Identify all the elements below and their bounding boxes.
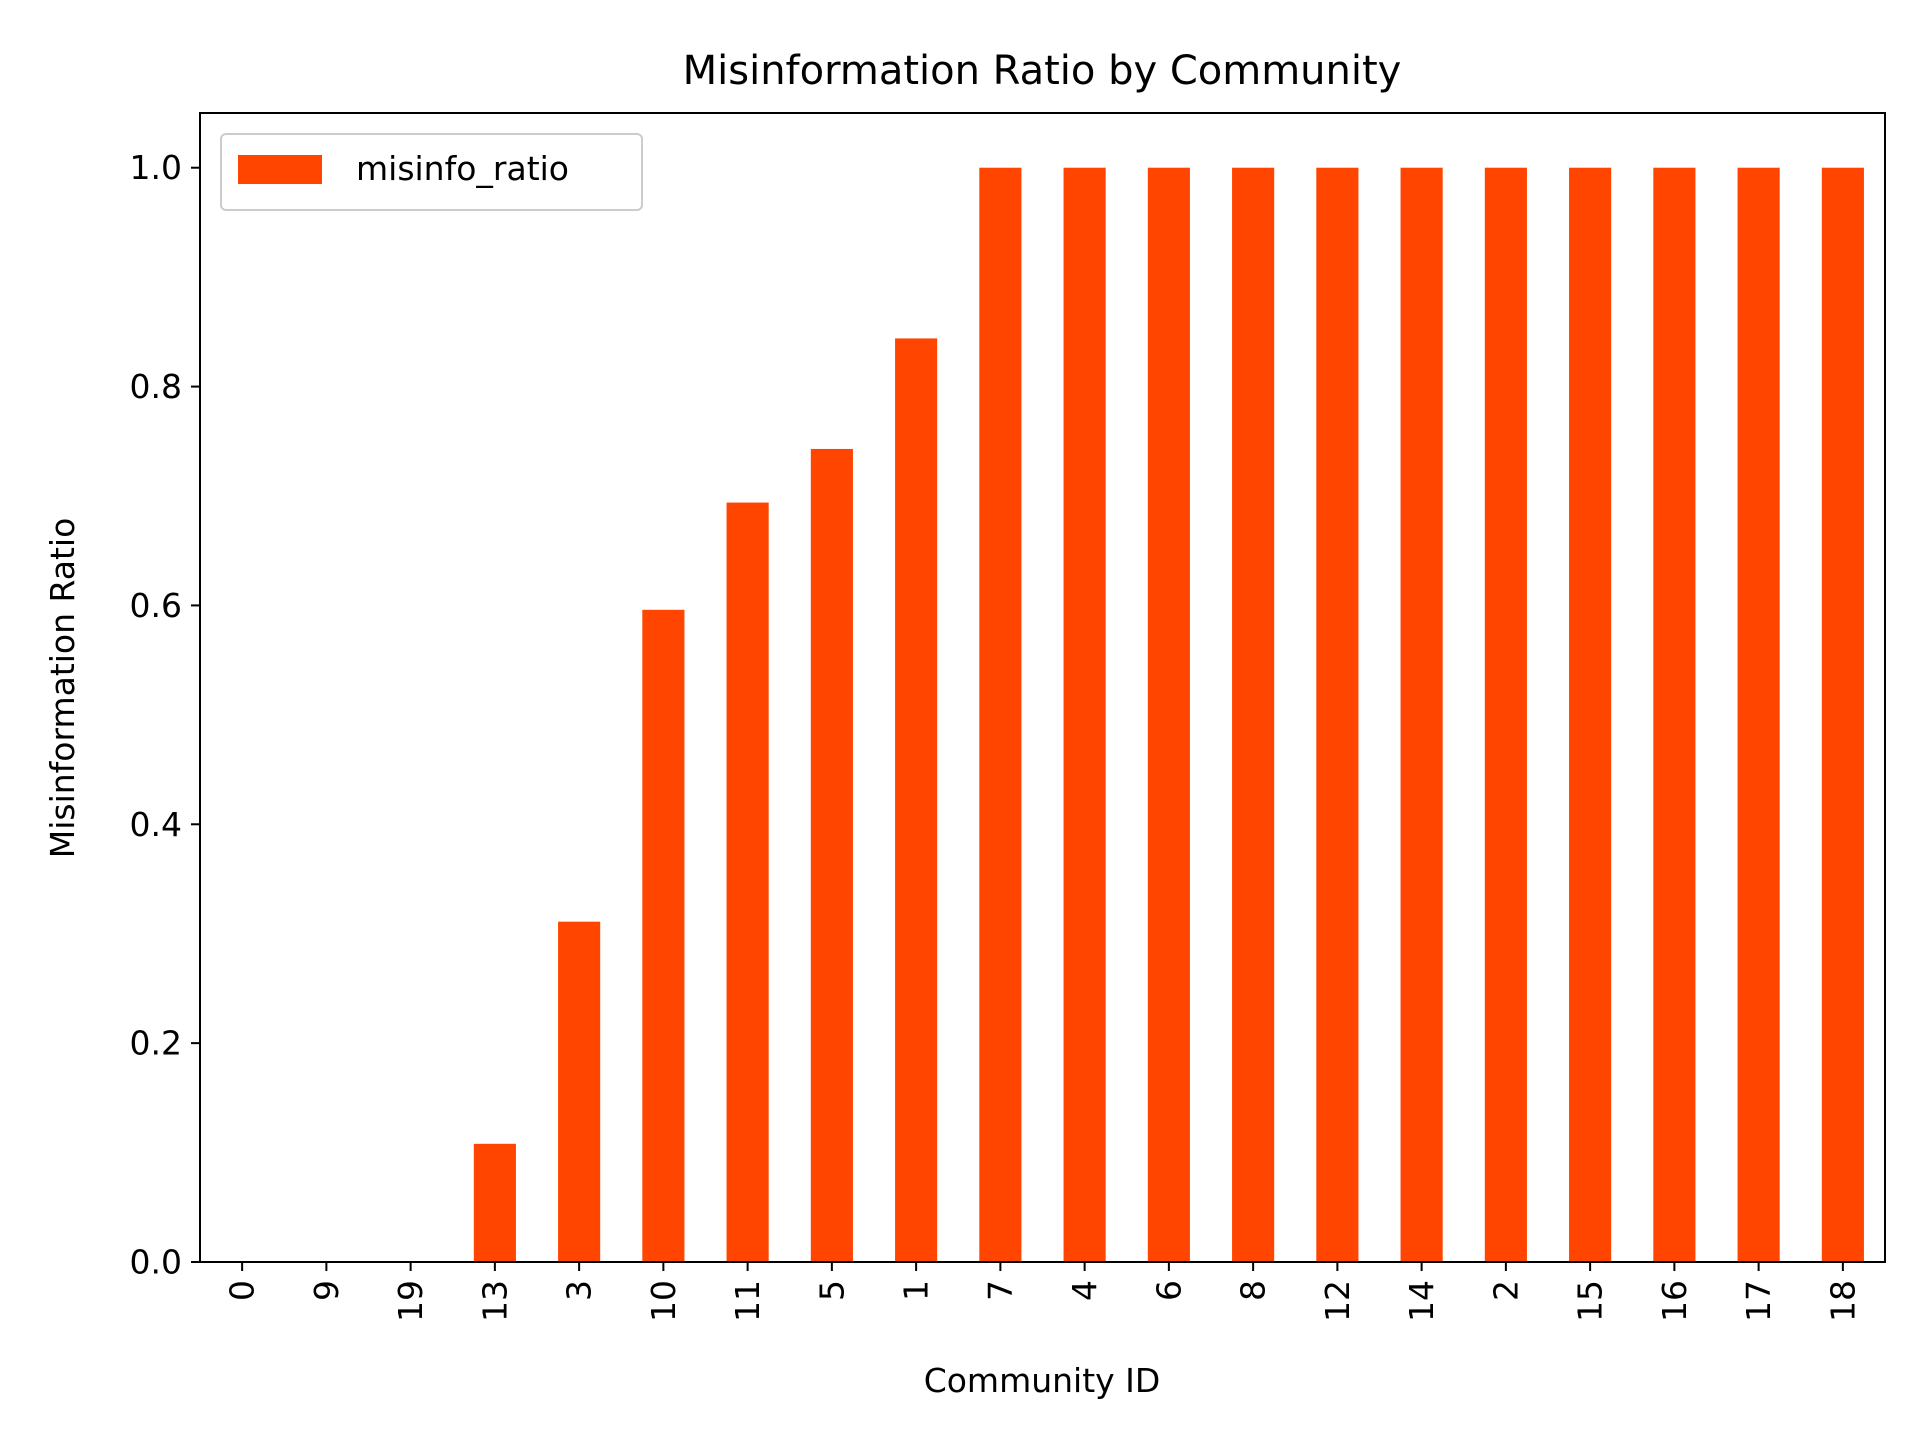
x-tick-label-10: 10 [644, 1280, 683, 1322]
x-tick-label-5: 5 [812, 1280, 851, 1301]
bars-layer [473, 167, 1864, 1263]
x-tick-label-13: 13 [475, 1280, 514, 1322]
bar-8 [1232, 167, 1275, 1263]
y-tick-label-0.8: 0.8 [130, 367, 182, 406]
bar-3 [558, 921, 601, 1262]
legend-label: misinfo_ratio [356, 149, 569, 188]
x-tick-label-12: 12 [1318, 1280, 1357, 1322]
x-tick-label-7: 7 [981, 1280, 1020, 1301]
x-tick-label-0: 0 [223, 1280, 262, 1301]
bar-10 [642, 609, 685, 1262]
y-axis-label: Misinformation Ratio [43, 518, 82, 859]
y-tick-label-0.2: 0.2 [130, 1024, 182, 1063]
bar-14 [1400, 167, 1443, 1263]
bar-6 [1147, 167, 1190, 1263]
x-tick-label-9: 9 [307, 1280, 346, 1301]
x-tick-label-3: 3 [560, 1280, 599, 1301]
x-axis: 0 9 19 13 3 10 11 5 1 7 4 6 8 12 14 2 15 16 17 18 [223, 1262, 1862, 1322]
bar-5 [810, 448, 853, 1262]
bar-18 [1821, 167, 1864, 1263]
y-tick-label-1.0: 1.0 [130, 148, 182, 187]
x-tick-label-17: 17 [1739, 1280, 1778, 1322]
x-tick-label-6: 6 [1149, 1280, 1188, 1301]
bar-7 [979, 167, 1022, 1263]
x-tick-label-18: 18 [1823, 1280, 1862, 1322]
legend-frame [220, 133, 643, 211]
legend-swatch [238, 155, 322, 184]
axes-frame [199, 112, 1886, 1263]
bar-15 [1569, 167, 1612, 1263]
bar-2 [1484, 167, 1527, 1263]
bar-17 [1737, 167, 1780, 1263]
x-tick-label-4: 4 [1065, 1280, 1104, 1301]
bar-12 [1316, 167, 1359, 1263]
x-tick-label-14: 14 [1402, 1280, 1441, 1322]
x-tick-label-1: 1 [897, 1280, 936, 1301]
chart-title: Misinformation Ratio by Community [683, 48, 1402, 94]
bar-11 [726, 502, 769, 1262]
bar-13 [473, 1143, 516, 1262]
y-tick-label-0.6: 0.6 [130, 586, 182, 625]
x-tick-label-16: 16 [1655, 1280, 1694, 1322]
x-tick-label-11: 11 [728, 1280, 767, 1322]
bar-1 [895, 338, 938, 1262]
y-tick-label-0.0: 0.0 [130, 1243, 182, 1282]
legend: misinfo_ratio [220, 133, 643, 211]
bar-4 [1063, 167, 1106, 1263]
y-tick-label-0.4: 0.4 [130, 805, 182, 844]
x-tick-label-8: 8 [1234, 1280, 1273, 1301]
x-tick-label-2: 2 [1486, 1280, 1525, 1301]
x-tick-label-15: 15 [1571, 1280, 1610, 1322]
x-axis-label: Community ID [924, 1361, 1161, 1400]
y-axis: 0.0 0.2 0.4 0.6 0.8 1.0 [130, 148, 200, 1282]
bar-16 [1653, 167, 1696, 1263]
x-tick-label-19: 19 [391, 1280, 430, 1322]
